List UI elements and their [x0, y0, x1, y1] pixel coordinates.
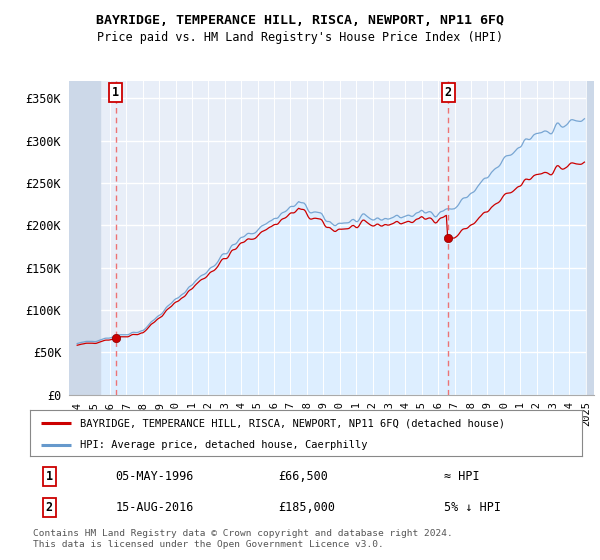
Text: 05-MAY-1996: 05-MAY-1996 — [116, 470, 194, 483]
Text: 1: 1 — [112, 86, 119, 99]
Text: Contains HM Land Registry data © Crown copyright and database right 2024.
This d: Contains HM Land Registry data © Crown c… — [33, 529, 453, 549]
Bar — [587, 81, 594, 395]
Text: £66,500: £66,500 — [278, 470, 328, 483]
Text: BAYRIDGE, TEMPERANCE HILL, RISCA, NEWPORT, NP11 6FQ (detached house): BAYRIDGE, TEMPERANCE HILL, RISCA, NEWPOR… — [80, 418, 505, 428]
Text: 2: 2 — [46, 501, 53, 515]
Text: 15-AUG-2016: 15-AUG-2016 — [116, 501, 194, 515]
Text: ≈ HPI: ≈ HPI — [444, 470, 479, 483]
Bar — [69, 81, 101, 395]
Text: £185,000: £185,000 — [278, 501, 335, 515]
Text: BAYRIDGE, TEMPERANCE HILL, RISCA, NEWPORT, NP11 6FQ: BAYRIDGE, TEMPERANCE HILL, RISCA, NEWPOR… — [96, 14, 504, 27]
Text: 5% ↓ HPI: 5% ↓ HPI — [444, 501, 501, 515]
Text: Price paid vs. HM Land Registry's House Price Index (HPI): Price paid vs. HM Land Registry's House … — [97, 31, 503, 44]
Text: HPI: Average price, detached house, Caerphilly: HPI: Average price, detached house, Caer… — [80, 440, 367, 450]
Text: 2: 2 — [445, 86, 452, 99]
Text: 1: 1 — [46, 470, 53, 483]
